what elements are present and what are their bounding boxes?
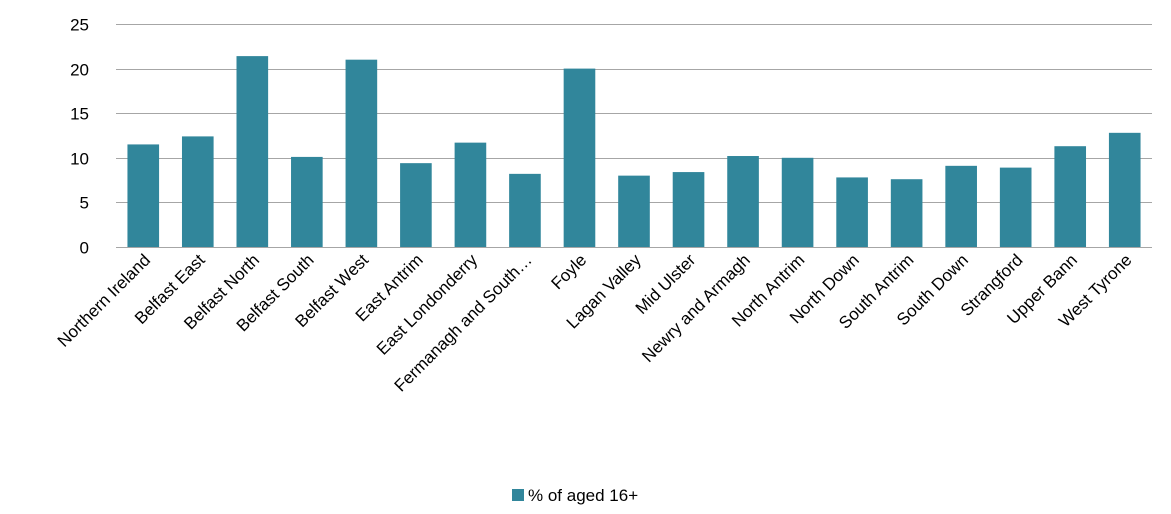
y-tick-label: 25 [70,16,89,35]
bar [345,59,378,248]
legend: % of aged 16+ [512,486,638,505]
x-category-label: East Londonderry [373,250,482,359]
x-category-label: Northern Ireland [54,250,154,350]
bar [836,177,868,247]
bar [727,156,759,247]
bar [127,144,160,247]
bar [618,175,650,247]
bar [291,156,323,247]
legend-label: % of aged 16+ [528,486,638,505]
bar [1054,146,1087,247]
bar [236,56,269,247]
bar [890,179,923,247]
y-tick-label: 10 [70,150,89,169]
bar [945,165,977,247]
y-axis-tick-labels: 0 5 10 15 20 25 [70,16,89,258]
bar [181,136,214,247]
legend-swatch [512,489,524,501]
bar [672,172,705,247]
x-category-label: Foyle [547,250,590,293]
bar [781,157,814,247]
bar [454,142,487,247]
bar [400,163,432,247]
bars [127,56,1141,248]
y-tick-label: 0 [80,239,89,258]
gridlines [116,24,1152,248]
bar [1108,132,1141,247]
y-tick-label: 20 [70,61,89,80]
bar [509,173,541,247]
bar [999,167,1032,247]
y-tick-label: 15 [70,105,89,124]
y-tick-label: 5 [80,194,89,213]
bar [563,68,596,247]
